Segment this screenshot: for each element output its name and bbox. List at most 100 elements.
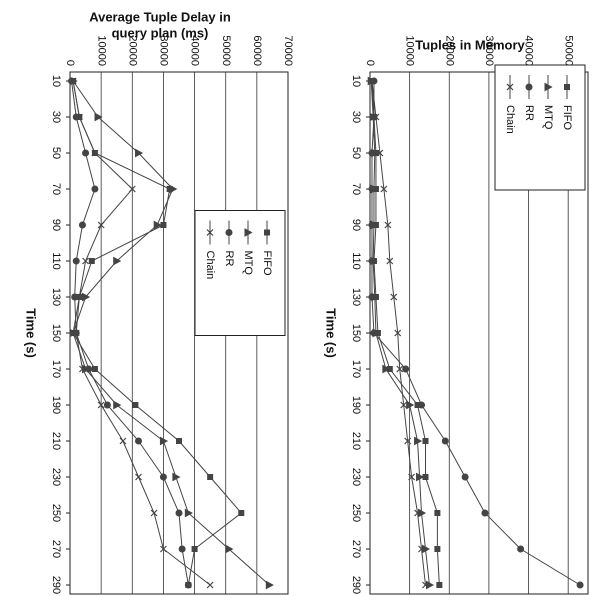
x-tick-label: 130 — [50, 288, 62, 306]
legend-label: Chain — [204, 251, 216, 280]
marker — [103, 401, 111, 409]
y-tick-label: 20000 — [126, 35, 138, 66]
marker — [79, 365, 86, 373]
marker — [404, 437, 412, 445]
chart: 0 10000 20000 30000 40000 50000 10 30 50 70 90 110 1… — [324, 35, 589, 595]
marker — [184, 508, 193, 518]
x-axis-label: Time (s) — [24, 308, 39, 358]
marker — [408, 473, 416, 481]
marker — [265, 580, 274, 590]
marker — [91, 185, 99, 193]
marker — [368, 149, 376, 157]
marker — [544, 82, 553, 92]
marker — [264, 229, 270, 236]
marker — [97, 221, 105, 229]
marker — [416, 472, 425, 482]
marker — [119, 437, 127, 445]
marker — [400, 401, 408, 409]
marker — [525, 83, 533, 91]
series-line — [71, 80, 189, 586]
marker — [414, 509, 421, 517]
marker — [184, 581, 192, 589]
x-tick-label: 130 — [350, 288, 362, 306]
legend: FIFO MTQ RR Chain — [194, 210, 286, 336]
marker — [159, 473, 167, 481]
marker — [384, 221, 392, 229]
marker — [72, 257, 80, 265]
marker — [150, 509, 158, 517]
marker — [238, 510, 245, 516]
x-tick-label: 30 — [50, 111, 62, 123]
x-tick-label: 110 — [50, 252, 62, 270]
x-tick-label: 150 — [50, 324, 62, 342]
marker — [422, 438, 429, 444]
marker — [418, 401, 426, 409]
marker — [159, 436, 168, 446]
marker — [132, 402, 139, 408]
y-tick-label: 50000 — [562, 35, 574, 66]
x-tick-label: 110 — [350, 252, 362, 270]
marker — [178, 545, 186, 553]
marker — [72, 113, 80, 121]
x-tick-label: 230 — [50, 468, 62, 486]
marker — [207, 474, 214, 480]
y-tick-label: 10000 — [404, 35, 416, 66]
x-tick-label: 150 — [350, 324, 362, 342]
x-tick-label: 70 — [50, 183, 62, 195]
x-tick-label: 250 — [50, 504, 62, 522]
marker — [97, 401, 105, 409]
x-tick-label: 190 — [350, 396, 362, 414]
legend-box — [194, 210, 286, 336]
marker — [113, 400, 122, 410]
marker — [191, 546, 198, 552]
marker — [175, 509, 183, 517]
marker — [69, 77, 77, 85]
x-tick-label: 50 — [50, 147, 62, 159]
legend-label: Chain — [504, 105, 516, 134]
marker — [176, 438, 182, 444]
y-tick-label: 30000 — [158, 35, 170, 66]
marker — [225, 229, 233, 236]
marker — [564, 84, 570, 90]
marker — [160, 545, 167, 553]
marker — [91, 149, 99, 157]
marker — [394, 329, 402, 337]
y-tick-label: 10000 — [95, 35, 107, 66]
series-line — [371, 80, 440, 586]
y-tick-label: 40000 — [523, 35, 535, 66]
marker — [386, 257, 394, 265]
x-tick-label: 270 — [350, 540, 362, 558]
x-tick-label: 50 — [350, 147, 362, 159]
x-tick-label: 210 — [350, 432, 362, 450]
marker — [406, 400, 415, 410]
marker — [434, 546, 441, 552]
marker — [135, 437, 143, 445]
marker — [506, 83, 514, 91]
x-tick-label: 30 — [350, 111, 362, 123]
marker — [78, 221, 86, 229]
x-tick-label: 250 — [350, 504, 362, 522]
marker — [82, 149, 90, 157]
legend-box — [494, 64, 586, 191]
marker — [85, 365, 93, 373]
marker — [372, 113, 380, 121]
legend: FIFO MTQ RR Chain — [494, 64, 586, 191]
y-tick-label: 0 — [64, 60, 76, 66]
legend-label: RR — [523, 105, 535, 121]
marker — [88, 258, 95, 264]
marker — [376, 149, 384, 157]
x-tick-label: 10 — [50, 75, 62, 87]
marker — [368, 221, 376, 229]
legend-label: MTQ — [542, 105, 554, 130]
marker — [172, 472, 181, 482]
marker — [71, 293, 79, 301]
marker — [396, 365, 404, 373]
marker — [94, 112, 103, 122]
chart: 0 10000 20000 30000 40000 50000 60000 70000 10 30… — [24, 35, 294, 595]
marker — [436, 582, 443, 588]
marker — [82, 257, 89, 265]
y-tick-label: 70000 — [282, 35, 294, 66]
marker — [414, 436, 423, 446]
marker — [75, 113, 83, 121]
